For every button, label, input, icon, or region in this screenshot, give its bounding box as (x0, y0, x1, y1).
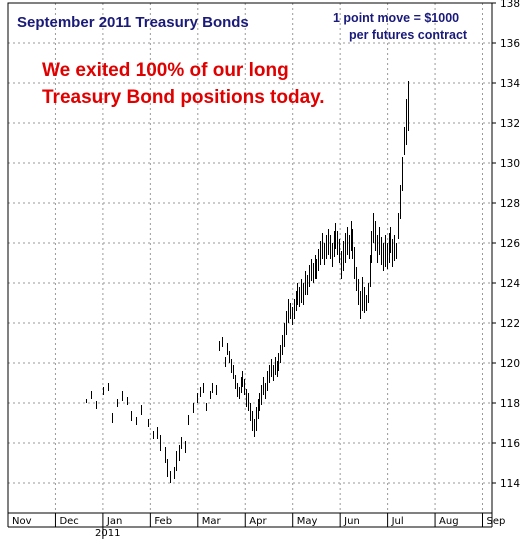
xtick-label-feb: Feb (154, 516, 172, 527)
contract-note-line-2: per futures contract (349, 28, 468, 42)
xtick-label-mar: Mar (202, 516, 222, 527)
ytick-label-116: 116 (500, 438, 520, 450)
ytick-label-114: 114 (500, 478, 520, 490)
ytick-label-134: 134 (500, 78, 520, 90)
xtick-label-jan: Jan (106, 516, 122, 527)
contract-note-line-1: 1 point move = $1000 (333, 11, 459, 25)
xtick-label-may: May (297, 516, 318, 527)
ytick-label-132: 132 (500, 118, 520, 130)
ytick-label-124: 124 (500, 278, 520, 290)
axes: 114 116 118 120 122 124 126 128 130 132 134 136 138 N… (7, 0, 520, 539)
year-label: 2011 (95, 528, 120, 539)
grid (7, 2, 492, 513)
ytick-label-118: 118 (500, 398, 520, 410)
annotation-line-2: Treasury Bond positions today. (42, 87, 325, 108)
xtick-label-dec: Dec (59, 516, 78, 527)
ytick-label-130: 130 (500, 158, 520, 170)
ytick-label-122: 122 (500, 318, 520, 330)
xtick-label-jul: Jul (391, 516, 404, 527)
ytick-label-126: 126 (500, 238, 520, 250)
ohlc-bars (86, 81, 409, 483)
xtick-label-sep: Sep (487, 516, 506, 527)
ytick-label-136: 136 (500, 38, 520, 50)
ytick-label-128: 128 (500, 198, 520, 210)
plot-border (7, 2, 493, 514)
ytick-label-120: 120 (500, 358, 520, 370)
chart-title: September 2011 Treasury Bonds (17, 14, 249, 31)
xtick-label-aug: Aug (439, 516, 459, 527)
xtick-label-jun: Jun (343, 516, 360, 527)
annotation-line-1: We exited 100% of our long (42, 60, 289, 81)
ytick-label-138: 138 (500, 0, 520, 10)
xtick-label-nov: Nov (12, 516, 32, 527)
xtick-label-apr: Apr (249, 516, 267, 527)
